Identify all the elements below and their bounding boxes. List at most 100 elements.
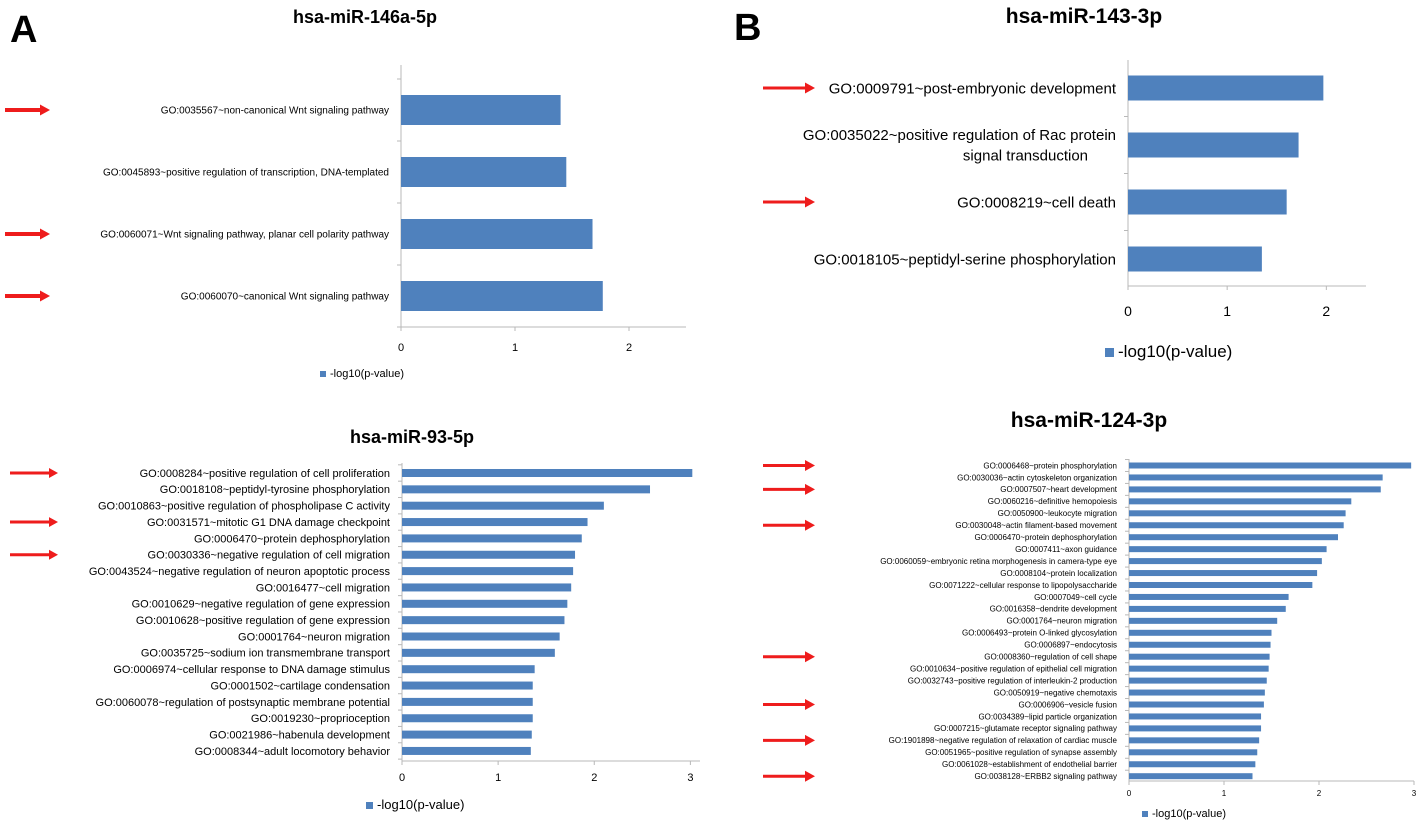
category-label: GO:0060071~Wnt signaling pathway, planar… xyxy=(100,230,389,241)
x-tick-label: 1 xyxy=(1222,789,1227,798)
bar xyxy=(1129,605,1286,612)
highlight-arrow-head xyxy=(805,699,815,710)
category-label: GO:0010628~positive regulation of gene e… xyxy=(136,615,390,627)
bar xyxy=(1129,546,1327,553)
bar xyxy=(402,599,568,608)
highlight-arrow-head xyxy=(805,196,815,208)
bar xyxy=(1129,522,1344,529)
chart-title: hsa-miR-93-5p xyxy=(350,427,474,447)
category-label: GO:0006493~protein O-linked glycosylatio… xyxy=(962,629,1117,638)
bar xyxy=(401,157,567,187)
x-tick-label: 0 xyxy=(1127,789,1132,798)
bar xyxy=(1129,474,1383,481)
bar xyxy=(402,648,555,657)
category-label: GO:0001764~neuron migration xyxy=(238,631,390,643)
category-label: GO:0006470~protein dephosphorylation xyxy=(974,533,1117,542)
highlight-arrow-head xyxy=(40,228,50,240)
chart-title: hsa-miR-124-3p xyxy=(1011,409,1167,432)
highlight-arrow-head xyxy=(40,290,50,302)
x-tick-label: 0 xyxy=(398,342,404,354)
highlight-arrow-head xyxy=(805,734,815,746)
bar xyxy=(401,95,561,125)
legend-swatch xyxy=(1142,811,1148,817)
category-label: GO:0008344~adult locomotory behavior xyxy=(195,746,391,758)
category-label: GO:0060070~canonical Wnt signaling pathw… xyxy=(181,292,389,303)
bar xyxy=(1129,653,1270,660)
highlight-arrow-head xyxy=(805,460,815,471)
category-label: GO:0030036~actin cytoskeleton organizati… xyxy=(957,473,1117,482)
legend-swatch xyxy=(366,802,373,809)
legend-label: -log10(p-value) xyxy=(1118,342,1232,361)
bar xyxy=(1129,534,1338,541)
x-tick-label: 2 xyxy=(1317,789,1322,798)
bar xyxy=(1128,189,1287,215)
category-label: GO:0016358~dendrite development xyxy=(990,605,1118,614)
highlight-arrow-head xyxy=(805,651,815,663)
bar xyxy=(402,534,582,543)
bar xyxy=(402,518,588,527)
legend-swatch xyxy=(320,371,326,377)
x-tick-label: 2 xyxy=(626,342,632,354)
category-label: GO:0045893~positive regulation of transc… xyxy=(103,168,389,179)
category-label: GO:0035022~positive regulation of Rac pr… xyxy=(803,127,1116,144)
bar xyxy=(1128,246,1262,272)
category-label: GO:0060078~regulation of postsynaptic me… xyxy=(96,697,390,709)
bar xyxy=(1129,629,1272,636)
bar xyxy=(1129,737,1260,744)
category-label: GO:0006470~protein dephosphorylation xyxy=(194,533,390,545)
category-label: GO:0018108~peptidyl-tyrosine phosphoryla… xyxy=(160,484,390,496)
bar xyxy=(1129,773,1253,780)
bar xyxy=(402,583,572,592)
x-tick-label: 0 xyxy=(399,772,405,784)
bar xyxy=(402,730,532,739)
bar xyxy=(402,501,604,510)
category-label: GO:0007411~axon guidance xyxy=(1015,545,1117,554)
category-label: GO:0008219~cell death xyxy=(957,194,1116,211)
category-label: GO:0050919~negative chemotaxis xyxy=(994,688,1117,697)
category-label: GO:0050900~leukocyte migration xyxy=(998,509,1117,518)
bar xyxy=(1129,593,1289,600)
category-label: GO:0010863~positive regulation of phosph… xyxy=(98,501,390,513)
category-label: GO:0006974~cellular response to DNA dama… xyxy=(113,664,390,676)
highlight-arrow-head xyxy=(805,519,815,531)
highlight-arrow-head xyxy=(805,483,815,495)
bar xyxy=(1129,689,1265,696)
bar xyxy=(1129,665,1269,672)
bar xyxy=(402,681,533,690)
bar xyxy=(402,665,535,674)
category-label: GO:0019230~proprioception xyxy=(251,713,390,725)
x-tick-label: 1 xyxy=(495,772,501,784)
legend-label: -log10(p-value) xyxy=(330,368,404,380)
category-label: GO:0034389~lipid particle organization xyxy=(978,712,1117,721)
highlight-arrow-head xyxy=(49,549,58,560)
bar xyxy=(401,219,593,249)
category-label: GO:0008104~protein localization xyxy=(1000,569,1117,578)
highlight-arrow-head xyxy=(49,468,58,478)
category-label: GO:0007049~cell cycle xyxy=(1034,593,1117,602)
x-tick-label: 1 xyxy=(512,342,518,354)
category-label: GO:0071222~cellular response to lipopoly… xyxy=(929,581,1117,590)
category-label: GO:0060059~embryonic retina morphogenesi… xyxy=(880,557,1117,566)
bar xyxy=(402,567,574,576)
x-tick-label: 3 xyxy=(687,772,693,784)
bar xyxy=(1129,510,1346,517)
category-label: GO:0030336~negative regulation of cell m… xyxy=(148,550,390,562)
panel-label-a: A xyxy=(10,9,37,51)
bar xyxy=(401,281,603,311)
category-label: GO:0051965~positive regulation of synaps… xyxy=(925,748,1117,757)
bar xyxy=(1129,761,1256,768)
category-label: GO:0006468~protein phosphorylation xyxy=(983,461,1117,470)
highlight-arrow-head xyxy=(805,770,815,782)
bar xyxy=(1129,462,1412,469)
category-label: GO:0035725~sodium ion transmembrane tran… xyxy=(141,648,390,660)
bar xyxy=(402,616,565,625)
category-label: GO:0008284~positive regulation of cell p… xyxy=(140,468,390,480)
bar xyxy=(1129,677,1267,684)
chart-mir-146a-5p: hsa-miR-146a-5p 0 1 2 GO:0035567~non-canonic… xyxy=(5,7,686,380)
bar xyxy=(1129,570,1318,577)
category-label: GO:0006897~endocytosis xyxy=(1024,641,1117,650)
bar xyxy=(1129,701,1264,708)
bar xyxy=(402,714,533,723)
category-label: GO:0007215~glutamate receptor signaling … xyxy=(934,724,1117,733)
